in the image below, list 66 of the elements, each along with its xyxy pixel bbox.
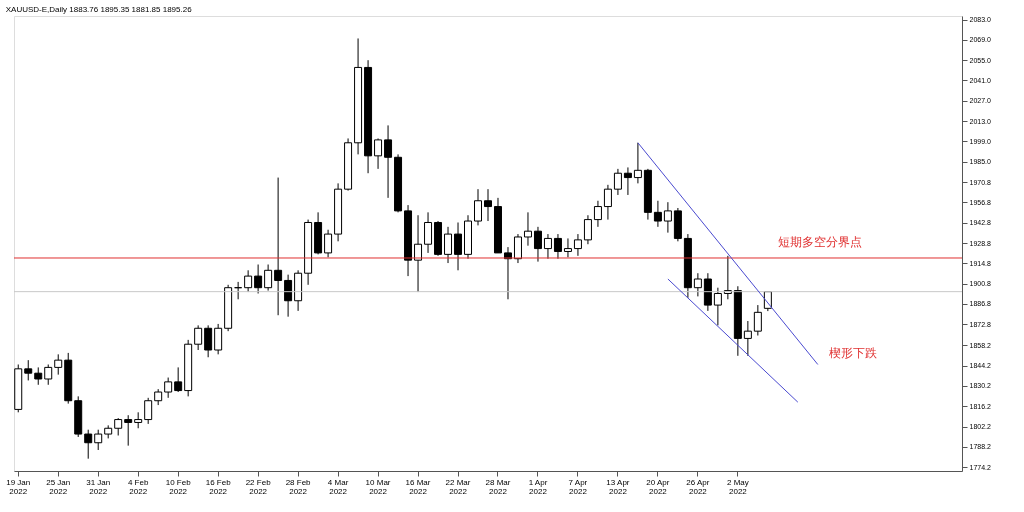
candlestick: [523, 211, 532, 247]
candlestick: [454, 221, 463, 271]
candlestick: [144, 397, 153, 425]
x-tick-label: 22 Mar 2022: [445, 477, 471, 496]
x-tick-label: 31 Jan 2022: [86, 477, 111, 496]
x-tick-label: 22 Feb 2022: [245, 477, 272, 496]
x-tick-label: 1 Apr 2022: [528, 477, 548, 496]
candlestick: [713, 287, 722, 326]
candlestick: [374, 137, 383, 170]
candlestick: [24, 359, 33, 381]
chart-title: XAUUSD-E,Daily 1883.76 1895.35 1881.85 1895.26: [5, 4, 193, 14]
candlestick: [593, 200, 602, 228]
candlestick: [274, 177, 283, 316]
candlestick: [573, 233, 582, 257]
x-tick-label: 2 May 2022: [726, 477, 749, 496]
x-tick-label: 10 Mar 2022: [365, 477, 391, 496]
candlestick: [94, 429, 103, 451]
candlestick: [84, 429, 93, 460]
candlestick: [204, 324, 213, 358]
ref-line-label: 短期多空分界点: [777, 234, 862, 249]
x-tick-label: 10 Feb 2022: [165, 477, 192, 496]
x-tick-label: 20 Apr 2022: [646, 477, 670, 496]
candlestick: [613, 168, 622, 196]
candlestick: [174, 366, 183, 393]
x-tick-label: 16 Feb 2022: [205, 477, 232, 496]
candlestick: [194, 324, 203, 351]
candlestick: [743, 320, 752, 357]
candlestick: [214, 323, 223, 355]
candlestick: [563, 237, 572, 258]
candlestick: [444, 226, 453, 264]
x-tick-label: 16 Mar 2022: [405, 477, 431, 496]
x-tick-label: 13 Apr 2022: [606, 477, 630, 496]
candlestick: [623, 166, 632, 196]
candlestick: [44, 364, 53, 386]
candlestick: [533, 226, 542, 263]
candlestick: [254, 264, 263, 294]
x-tick-label: 26 Apr 2022: [686, 477, 710, 496]
x-tick-label: 25 Jan 2022: [46, 477, 71, 496]
candlestick: [424, 211, 433, 254]
candlestick: [264, 264, 273, 292]
candlestick: [284, 274, 293, 318]
candlestick: [513, 233, 522, 264]
annotation: 楔形下跌: [828, 345, 877, 360]
x-tick-label: 7 Apr 2022: [568, 477, 588, 496]
candlestick: [653, 200, 662, 228]
candlestick: [543, 233, 552, 260]
candlestick: [663, 201, 672, 234]
candlestick: [324, 229, 333, 258]
x-tick-label: 4 Feb 2022: [127, 477, 149, 496]
candlestick: [693, 272, 702, 297]
candlestick: [603, 184, 612, 221]
candlestick: [384, 124, 393, 199]
candlestick: [753, 304, 762, 337]
candlestick: [474, 188, 483, 226]
candlestick: [164, 377, 173, 399]
candlestick: [553, 233, 562, 260]
candlestick: [583, 214, 592, 245]
candlestick: [244, 269, 253, 293]
x-tick-label: 4 Mar 2022: [327, 477, 349, 496]
x-tick-label: 28 Feb 2022: [285, 477, 312, 496]
x-tick-label: 28 Mar 2022: [485, 477, 511, 496]
candlestick: [633, 142, 642, 184]
candlestick: [54, 353, 63, 376]
candlestick: [124, 414, 133, 447]
candlestick: [484, 188, 492, 222]
x-tick-label: 19 Jan 2022: [6, 477, 31, 496]
